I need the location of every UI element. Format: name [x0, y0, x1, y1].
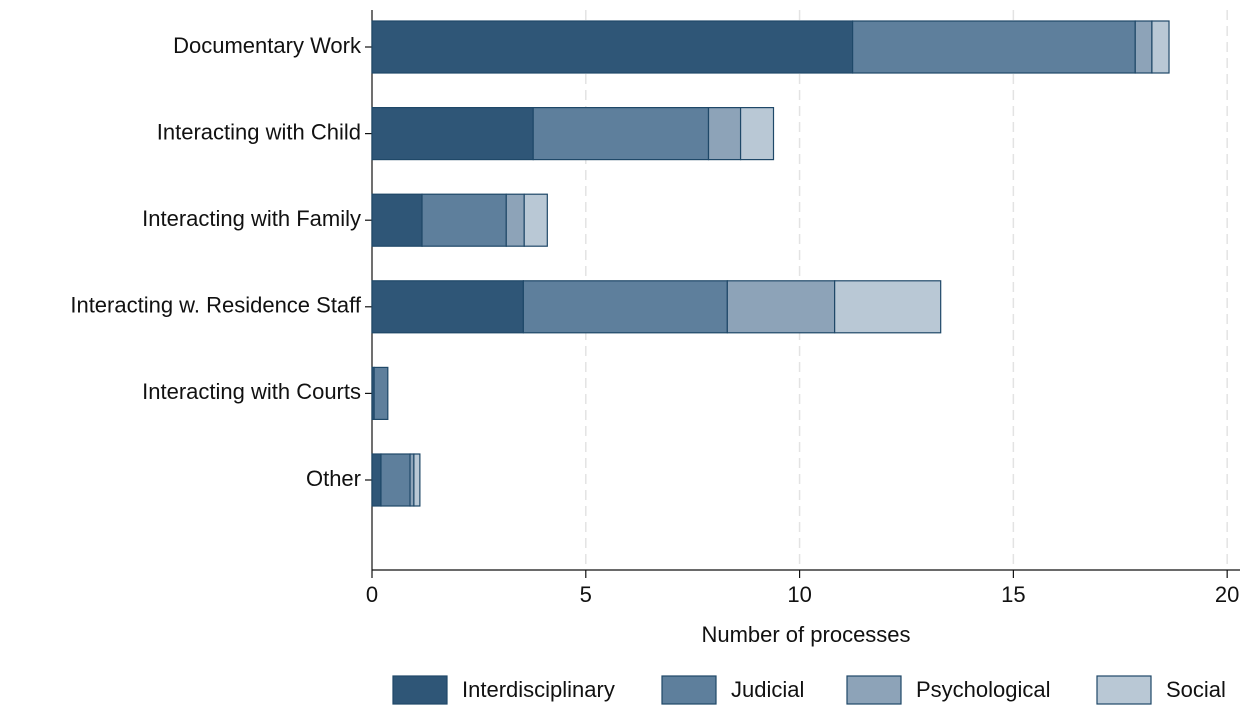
bar-segment	[523, 193, 548, 247]
legend-label: Social	[1166, 677, 1226, 702]
bar-segment	[505, 193, 525, 247]
bar-segment	[373, 366, 389, 420]
legend-swatch	[1096, 675, 1152, 705]
bar-segment	[371, 280, 524, 334]
x-tick-label: 15	[1001, 582, 1025, 607]
legend-swatch	[661, 675, 717, 705]
y-tick-label: Interacting with Child	[157, 119, 361, 144]
bar-segment	[413, 453, 421, 507]
bar-segment	[522, 280, 728, 334]
legend-label: Interdisciplinary	[462, 677, 615, 702]
x-tick-label: 5	[580, 582, 592, 607]
bar-segment	[380, 453, 411, 507]
y-tick-label: Interacting w. Residence Staff	[70, 293, 362, 318]
y-tick-label: Interacting with Courts	[142, 379, 361, 404]
x-tick-label: 20	[1215, 582, 1239, 607]
legend-swatch	[846, 675, 902, 705]
bar-segment	[532, 106, 710, 161]
x-axis-title: Number of processes	[701, 622, 910, 647]
bar-segment	[1151, 20, 1170, 74]
bar-segment	[371, 106, 534, 161]
bar-segment	[1134, 20, 1153, 74]
bar-segment	[852, 20, 1136, 74]
legend-label: Psychological	[916, 677, 1051, 702]
bar-segment	[371, 193, 423, 247]
legend-swatch	[392, 675, 448, 705]
bar-segment	[421, 193, 507, 247]
bar-segment	[726, 280, 836, 334]
bar-segment	[371, 453, 382, 507]
y-tick-label: Documentary Work	[173, 33, 362, 58]
bar-segment	[707, 106, 742, 161]
bar-segment	[739, 106, 775, 161]
bar-segment	[834, 280, 942, 334]
bar-segment	[371, 20, 854, 74]
x-tick-label: 10	[787, 582, 811, 607]
legend-label: Judicial	[731, 677, 804, 702]
x-tick-label: 0	[366, 582, 378, 607]
y-tick-label: Interacting with Family	[142, 206, 361, 231]
y-tick-label: Other	[306, 466, 361, 491]
